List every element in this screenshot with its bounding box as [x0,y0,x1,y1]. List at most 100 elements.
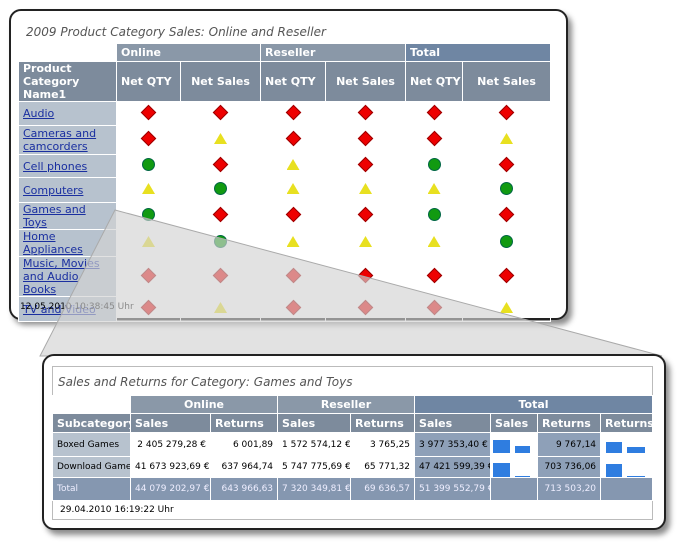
column-header: Returns [209,413,279,433]
blank-cell [52,395,131,414]
cell [490,477,539,501]
column-header: Sales [130,413,211,433]
status-icon [286,236,300,247]
cell: 69 636,57 [350,477,416,501]
wedge [39,209,663,357]
category-link[interactable]: Games and Toys [23,203,86,229]
status-icon [214,133,227,144]
cell: Online Reseller Total Subcategory Sales Retu… [52,395,654,501]
group-header: Online [129,395,279,414]
mini-bar [606,464,622,477]
column-header: Returns [537,413,602,433]
mini-bar [515,476,530,477]
column-header: Net Sales [462,61,552,102]
cell [462,256,552,297]
cell: 41 673 923,69 € [130,456,211,478]
cell: 643 966,63 [209,477,279,501]
status-icon [500,133,514,144]
cell: Boxed Games 2 405 279,28 €6 001,89 1 572 5… [52,432,654,457]
cell: Online Reseller Total [18,43,552,62]
mini-bar [515,446,530,453]
status-icon [427,183,441,194]
row-header: Boxed Games [52,432,131,457]
cell: Download Games 41 673 923,69 €637 964,74 5… [52,456,654,478]
status-icon [500,235,514,248]
timestamp: 29.04.2010 16:19:22 Uhr [60,505,174,515]
cell: 713 503,20 [537,477,602,501]
mini-bar [493,440,510,453]
group-header: Reseller [277,395,416,414]
cell: 3 765,25 [350,432,416,457]
column-header: Net QTY [405,61,464,102]
cell: 637 964,74 [209,456,279,478]
status-icon [427,236,441,247]
column-header: Net Sales [325,61,407,102]
column-header: Net QTY [260,61,327,102]
cell: Total 44 079 202,97 €643 966,63 7 320 349,… [52,477,654,501]
cell: 9 767,14 [537,432,602,457]
cell: 3 977 353,40 € [414,432,492,457]
cell [325,229,407,257]
cell: 51 399 552,79 € [414,477,492,501]
cell: Computers [18,177,552,203]
cell [462,154,552,178]
column-header: Returns [350,413,416,433]
cell [179,202,262,230]
cell [325,177,407,203]
column-header: Returns [600,413,654,433]
row-header: Download Games [52,456,131,478]
report-title: Sales and Returns for Category: Games an… [58,375,353,389]
status-icon [359,236,373,247]
cell: 5 747 775,69 € [277,456,352,478]
column-header: Sales [490,413,539,433]
status-icon [214,182,227,195]
status-icon [500,182,514,195]
status-icon [142,183,155,194]
status-table: Online Reseller Total Product Category Nam… [18,43,552,322]
mini-bar [606,442,622,453]
category-link[interactable]: Cameras and camcorders [23,127,97,153]
cell: Online Reseller Total [52,395,654,414]
column-header: Sales [414,413,492,433]
cell [405,177,464,203]
cell [600,477,654,501]
category-link[interactable]: Music, Movies and Audio Books [23,257,100,296]
column-header: Net QTY [116,61,181,102]
category-link[interactable]: Audio [23,107,55,120]
cell [179,177,262,203]
mini-bar [627,447,645,453]
cell: Subcategory Sales Returns Sales Returns Sales… [52,413,654,433]
group-header: Total [414,395,654,414]
cell: 6 001,89 [209,432,279,457]
column-header: Sales [277,413,352,433]
status-icon [286,159,300,170]
status-icon [427,208,441,221]
cell [325,202,407,230]
column-header: Net Sales [179,61,262,102]
cell: Games and Toys [18,202,117,230]
report-title: 2009 Product Category Sales: Online and … [26,25,326,39]
category-link[interactable]: Home Appliances [23,230,83,256]
cell: 7 320 349,81 € [277,477,352,501]
status-icon [142,158,155,171]
column-header: Subcategory [52,413,131,433]
status-icon [500,302,514,313]
cell [260,101,327,126]
category-link[interactable]: Cell phones [23,159,88,173]
cell [462,177,552,203]
cell [116,177,181,203]
cell [462,202,552,230]
cell: Online Reseller Total Product Category Nam… [18,43,552,322]
cell [179,154,262,178]
cell: Computers [18,177,117,203]
cell [462,125,552,155]
category-link[interactable]: Computers [23,183,84,197]
mini-bar [493,463,510,477]
status-icon [286,183,300,194]
group-header: Online [115,43,262,62]
cell: Product Category Name1 Net QTY Net Sales Ne… [18,61,552,102]
cell: 65 771,32 [350,456,416,478]
cell: 2 405 279,28 € [130,432,211,457]
status-icon [427,158,441,171]
